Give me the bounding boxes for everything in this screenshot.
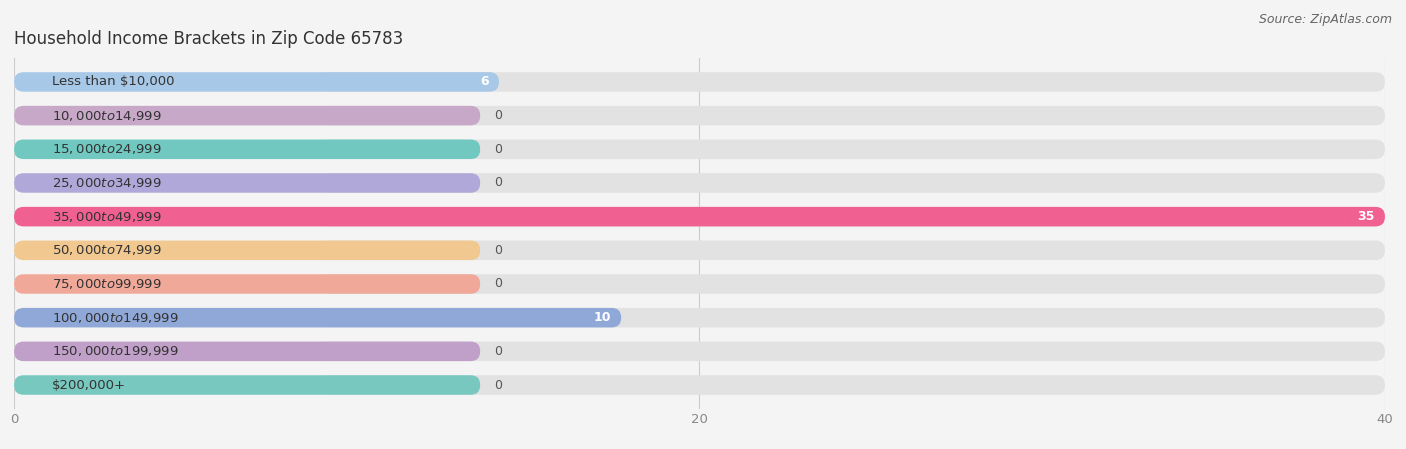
FancyBboxPatch shape <box>14 342 333 361</box>
Text: $200,000+: $200,000+ <box>52 379 125 392</box>
FancyBboxPatch shape <box>14 140 1385 159</box>
FancyBboxPatch shape <box>14 106 1385 125</box>
Text: $10,000 to $14,999: $10,000 to $14,999 <box>52 109 162 123</box>
Circle shape <box>24 208 41 225</box>
FancyBboxPatch shape <box>14 274 333 294</box>
Text: $35,000 to $49,999: $35,000 to $49,999 <box>52 210 162 224</box>
FancyBboxPatch shape <box>14 308 621 327</box>
Circle shape <box>24 377 41 393</box>
Circle shape <box>24 309 41 326</box>
FancyBboxPatch shape <box>14 207 1385 226</box>
FancyBboxPatch shape <box>14 207 1385 226</box>
Circle shape <box>24 74 41 90</box>
FancyBboxPatch shape <box>14 207 333 226</box>
Text: 0: 0 <box>494 379 502 392</box>
Text: Household Income Brackets in Zip Code 65783: Household Income Brackets in Zip Code 65… <box>14 31 404 48</box>
FancyBboxPatch shape <box>14 342 1385 361</box>
Text: $15,000 to $24,999: $15,000 to $24,999 <box>52 142 162 156</box>
Text: 6: 6 <box>479 75 489 88</box>
Text: 0: 0 <box>494 345 502 358</box>
Text: Source: ZipAtlas.com: Source: ZipAtlas.com <box>1258 13 1392 26</box>
FancyBboxPatch shape <box>14 72 499 92</box>
FancyBboxPatch shape <box>14 308 333 327</box>
FancyBboxPatch shape <box>14 375 333 395</box>
Text: 0: 0 <box>494 277 502 291</box>
FancyBboxPatch shape <box>14 241 1385 260</box>
FancyBboxPatch shape <box>14 173 1385 193</box>
FancyBboxPatch shape <box>14 140 481 159</box>
Text: $150,000 to $199,999: $150,000 to $199,999 <box>52 344 179 358</box>
FancyBboxPatch shape <box>14 173 481 193</box>
Circle shape <box>24 141 41 158</box>
FancyBboxPatch shape <box>14 274 1385 294</box>
FancyBboxPatch shape <box>14 375 1385 395</box>
Text: 0: 0 <box>494 244 502 257</box>
Circle shape <box>24 276 41 292</box>
Text: 10: 10 <box>593 311 610 324</box>
Text: $50,000 to $74,999: $50,000 to $74,999 <box>52 243 162 257</box>
Circle shape <box>24 107 41 124</box>
FancyBboxPatch shape <box>14 72 1385 92</box>
Text: 35: 35 <box>1357 210 1375 223</box>
FancyBboxPatch shape <box>14 375 481 395</box>
FancyBboxPatch shape <box>14 274 481 294</box>
Text: $25,000 to $34,999: $25,000 to $34,999 <box>52 176 162 190</box>
FancyBboxPatch shape <box>14 241 333 260</box>
Text: $75,000 to $99,999: $75,000 to $99,999 <box>52 277 162 291</box>
FancyBboxPatch shape <box>14 106 481 125</box>
Circle shape <box>24 343 41 360</box>
Text: 0: 0 <box>494 176 502 189</box>
FancyBboxPatch shape <box>14 308 1385 327</box>
FancyBboxPatch shape <box>14 173 333 193</box>
FancyBboxPatch shape <box>14 140 333 159</box>
FancyBboxPatch shape <box>14 72 333 92</box>
Text: 0: 0 <box>494 109 502 122</box>
Circle shape <box>24 175 41 191</box>
FancyBboxPatch shape <box>14 106 333 125</box>
Circle shape <box>24 242 41 259</box>
FancyBboxPatch shape <box>14 241 481 260</box>
Text: 0: 0 <box>494 143 502 156</box>
Text: $100,000 to $149,999: $100,000 to $149,999 <box>52 311 179 325</box>
Text: Less than $10,000: Less than $10,000 <box>52 75 174 88</box>
FancyBboxPatch shape <box>14 342 481 361</box>
